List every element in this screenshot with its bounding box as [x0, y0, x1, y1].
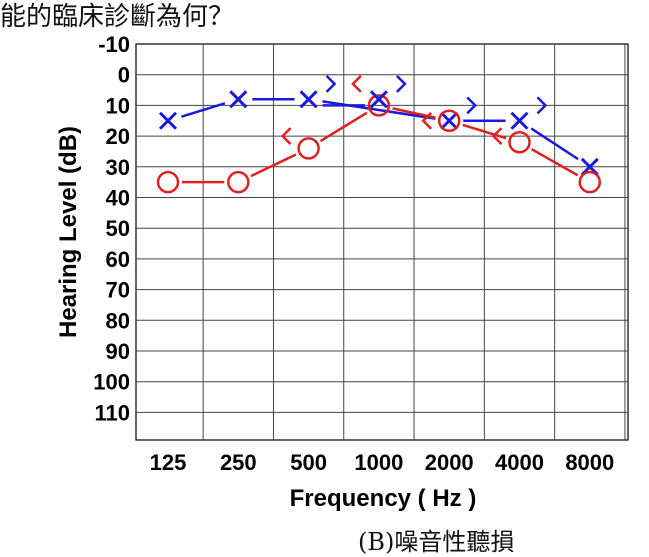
chart-grid — [135, 43, 629, 441]
y-tick-labels: -10 0 10 20 30 40 50 60 70 80 90 100 110 — [93, 32, 130, 425]
bone-conduction-right-marker — [325, 75, 337, 93]
y-tick-label: 40 — [106, 186, 130, 211]
y-tick-label: 30 — [106, 155, 130, 180]
bone-conduction-right-marker — [536, 96, 548, 115]
x-tick-label: 2000 — [425, 450, 474, 475]
x-tick-labels: 125 250 500 1000 2000 4000 8000 — [150, 450, 615, 475]
audiogram-chart: -10 0 10 20 30 40 50 60 70 80 90 100 110 125 250 500 10… — [55, 32, 629, 512]
y-axis-label: Hearing Level (dB) — [55, 126, 82, 338]
left-ear-x-marker — [369, 90, 388, 109]
bone-conduction-left-marker — [351, 75, 362, 93]
series-line-segment — [530, 127, 579, 161]
question-header-text: 能的臨床診斷為何？ — [0, 2, 235, 32]
y-tick-label: 10 — [106, 93, 130, 118]
right-ear-o-marker — [508, 130, 531, 154]
y-tick-label: -10 — [98, 32, 130, 57]
x-tick-label: 500 — [290, 450, 327, 475]
x-tick-label: 1000 — [354, 450, 403, 475]
left-ear-x-marker — [158, 111, 178, 130]
left-ear-x-marker — [229, 90, 248, 109]
x-axis-label: Frequency ( Hz ) — [290, 485, 477, 512]
y-tick-label: 100 — [93, 370, 130, 395]
bone-conduction-left-marker — [421, 111, 433, 130]
bone-conduction-right-marker — [396, 75, 407, 93]
y-tick-label: 0 — [118, 63, 130, 88]
right-ear-o-marker — [367, 94, 391, 117]
y-tick-label: 60 — [106, 247, 130, 272]
x-tick-label: 8000 — [565, 450, 614, 475]
answer-option-text: (B)噪音性聽損 — [358, 528, 515, 556]
series-line-segment — [531, 148, 579, 177]
bone-conduction-left-marker — [280, 127, 292, 145]
y-tick-label: 80 — [106, 308, 130, 333]
series-line-segment — [319, 111, 368, 143]
left-ear-x-marker — [299, 90, 318, 109]
left-ear-x-marker — [510, 111, 529, 130]
y-tick-label: 70 — [106, 278, 130, 303]
y-tick-label: 90 — [106, 339, 130, 364]
plot-frame — [135, 43, 629, 441]
right-ear-o-marker — [437, 109, 461, 132]
y-tick-label: 20 — [106, 124, 130, 149]
bone-conduction-right-marker — [466, 96, 477, 115]
y-tick-label: 50 — [106, 216, 130, 241]
right-ear-o-marker — [156, 170, 180, 194]
right-ear-o-marker — [297, 137, 320, 160]
series-line-segment — [462, 123, 507, 140]
left-ear-x-marker — [580, 157, 599, 176]
bone-conduction-left-marker — [491, 127, 503, 145]
series-line-segment — [181, 102, 226, 118]
y-tick-label: 110 — [95, 400, 131, 425]
right-ear-o-marker — [227, 170, 250, 194]
series-line-segment — [250, 153, 297, 178]
left-ear-x-marker — [440, 111, 459, 130]
x-tick-label: 125 — [150, 450, 187, 475]
x-tick-label: 250 — [220, 450, 257, 475]
right-ear-o-marker — [578, 170, 602, 194]
chart-series — [156, 75, 602, 194]
x-tick-label: 4000 — [495, 450, 544, 475]
